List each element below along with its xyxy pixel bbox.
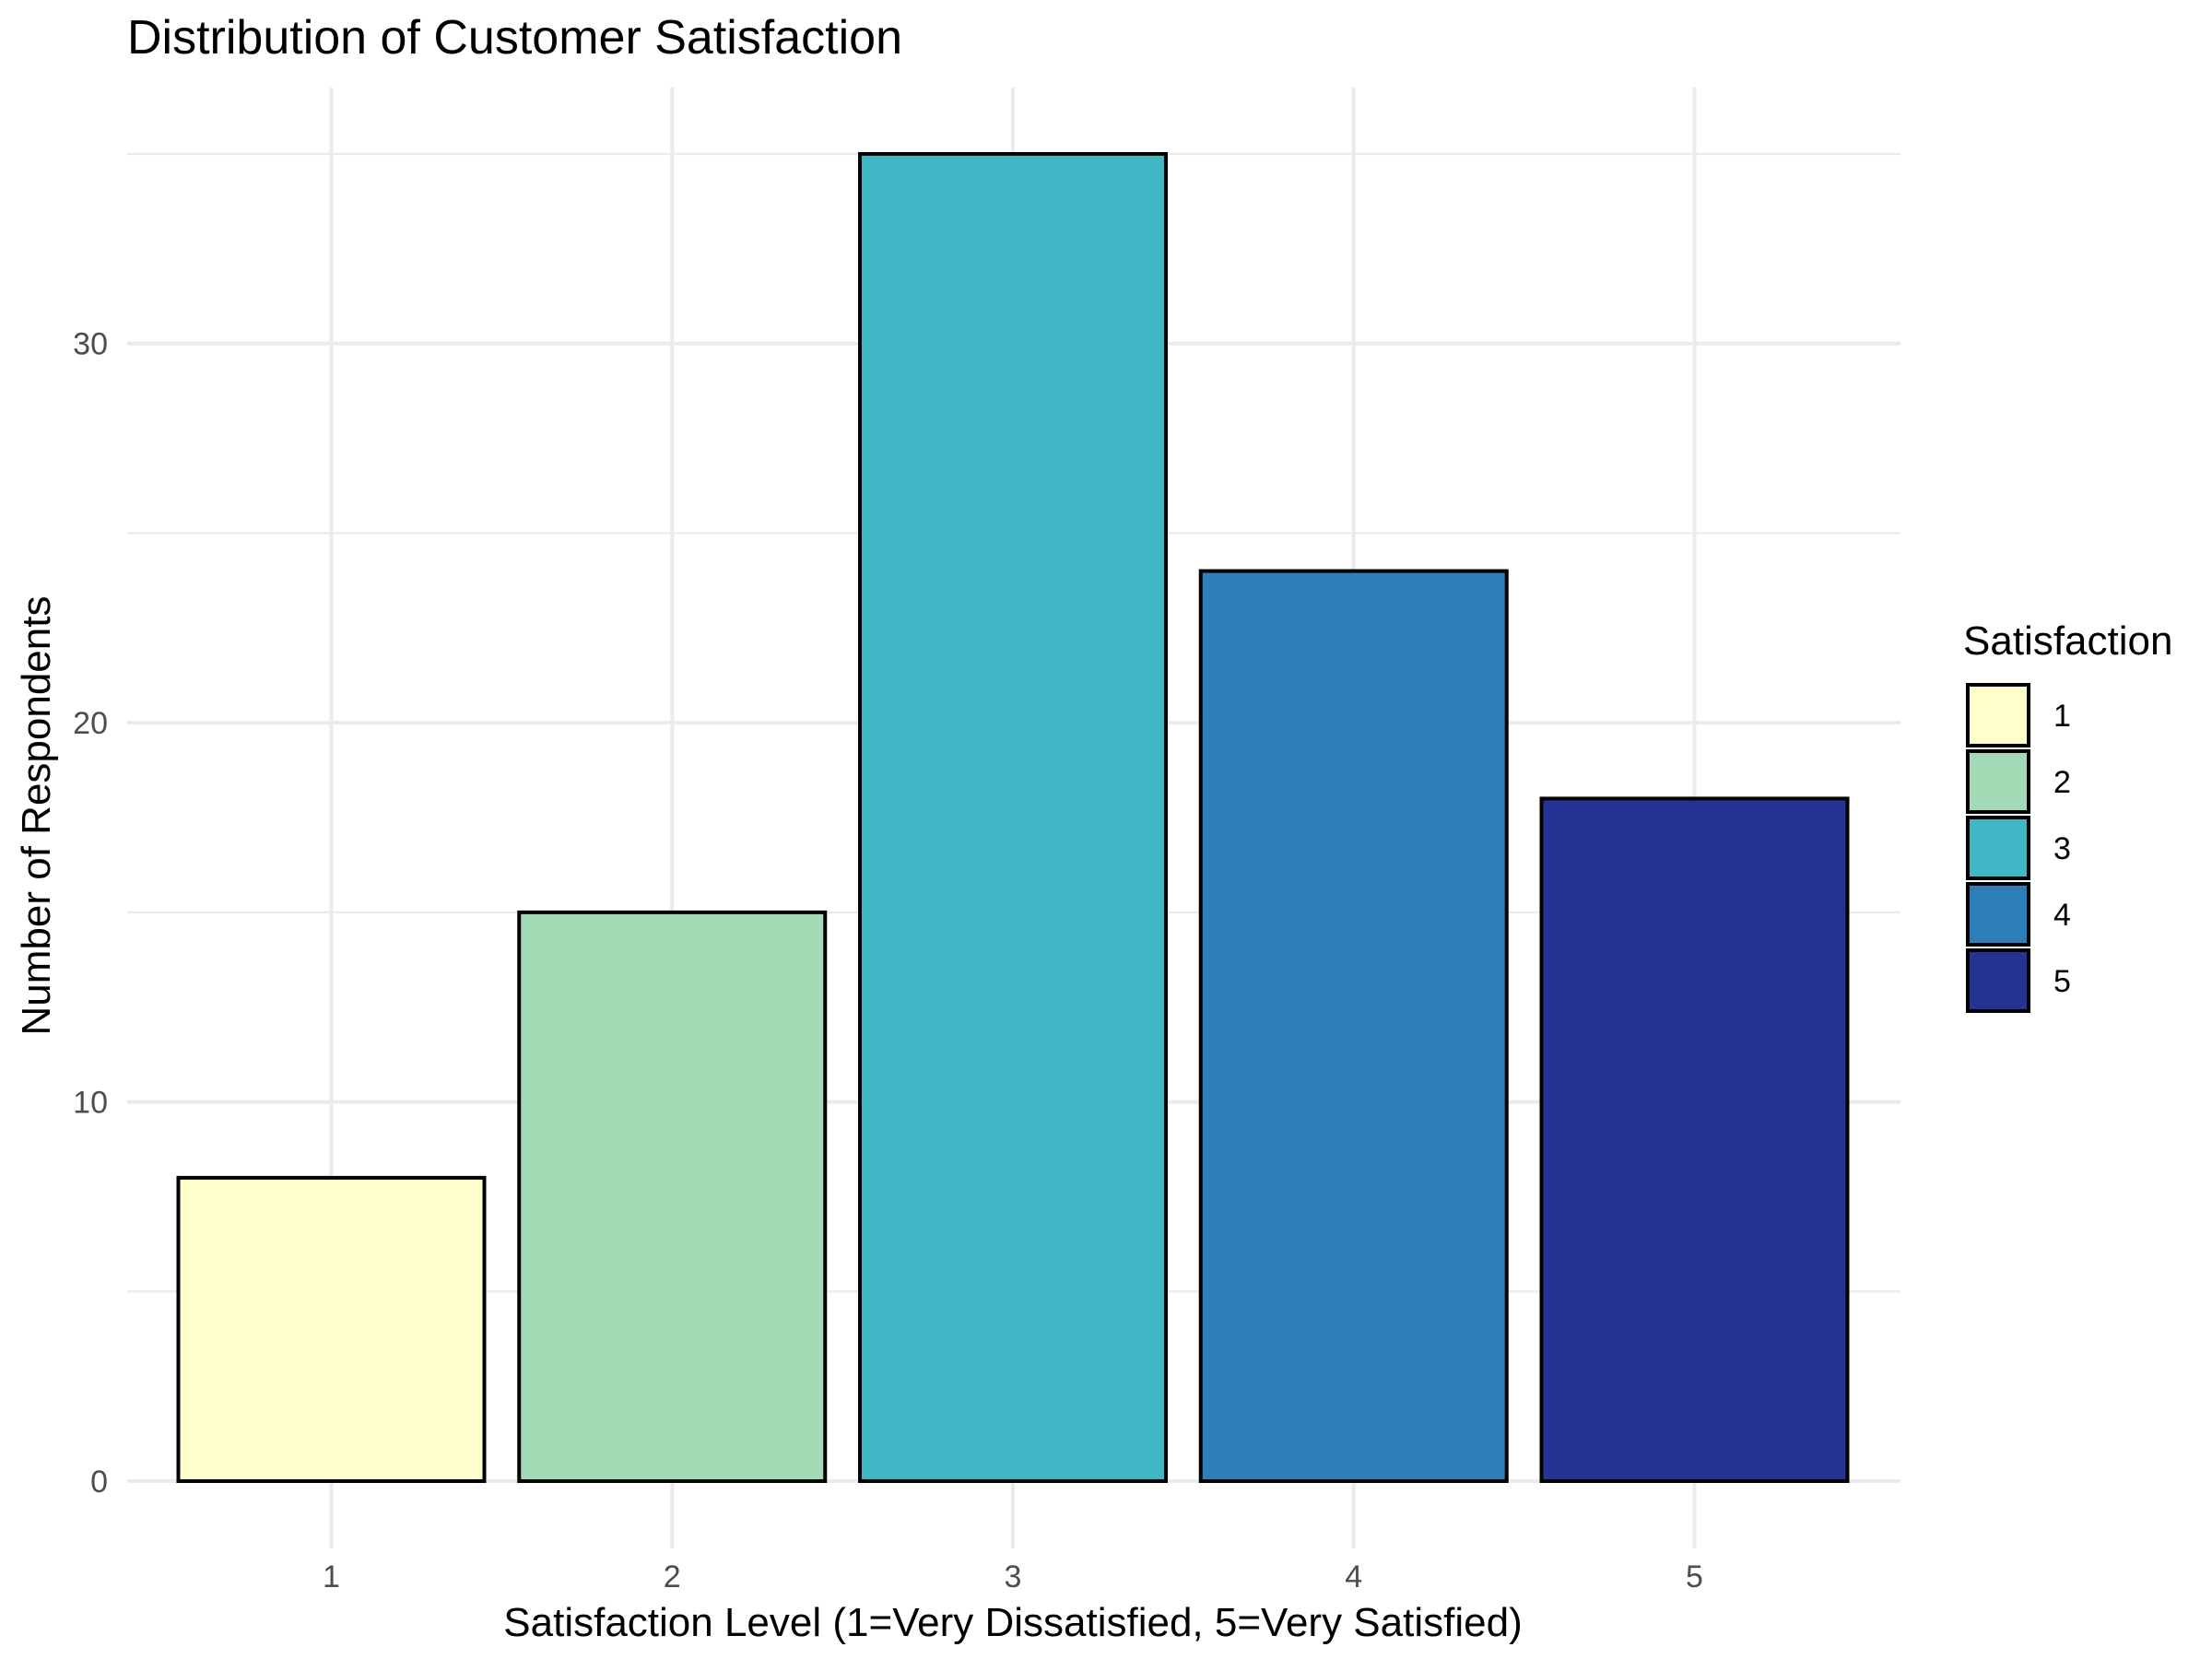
legend-label: 5: [2053, 964, 2071, 999]
bar-level-2: [517, 910, 828, 1483]
x-tick-label: 1: [323, 1559, 340, 1594]
bar-level-4: [1198, 569, 1509, 1483]
legend-items: 1 2 3 4 5: [1966, 683, 2071, 1013]
legend-title: Satisfaction: [1963, 618, 2172, 664]
x-tick-label: 5: [1686, 1559, 1703, 1594]
x-axis-title: Satisfaction Level (1=Very Dissatisfied,…: [503, 1600, 1522, 1645]
legend-key-4: [1966, 882, 2030, 947]
chart-title: Distribution of Customer Satisfaction: [127, 11, 902, 65]
y-tick-label: 0: [90, 1465, 108, 1500]
bar-level-5: [1539, 796, 1850, 1483]
y-tick-label: 10: [73, 1086, 108, 1121]
y-tick-label: 30: [73, 327, 108, 362]
y-tick-label: 20: [73, 706, 108, 741]
legend-label: 1: [2053, 699, 2071, 734]
y-axis-title: Number of Respondents: [14, 596, 59, 1036]
legend-label: 2: [2053, 765, 2071, 800]
x-axis-tick-labels: 1 2 3 4 5: [323, 1559, 1703, 1594]
bar-level-3: [858, 152, 1168, 1483]
legend-key-1: [1966, 683, 2030, 747]
bars: [176, 152, 1850, 1484]
x-tick-label: 4: [1345, 1559, 1362, 1594]
legend-label: 3: [2053, 831, 2071, 866]
legend-key-5: [1966, 948, 2030, 1013]
x-tick-label: 3: [1005, 1559, 1022, 1594]
y-axis-tick-labels: 0 10 20 30: [73, 327, 108, 1500]
legend-label: 4: [2053, 898, 2071, 933]
legend-key-2: [1966, 749, 2030, 814]
legend: Satisfaction 1 2 3 4 5: [1963, 618, 2172, 1013]
bar-level-1: [176, 1175, 487, 1484]
legend-key-3: [1966, 816, 2030, 880]
x-tick-label: 2: [664, 1559, 681, 1594]
